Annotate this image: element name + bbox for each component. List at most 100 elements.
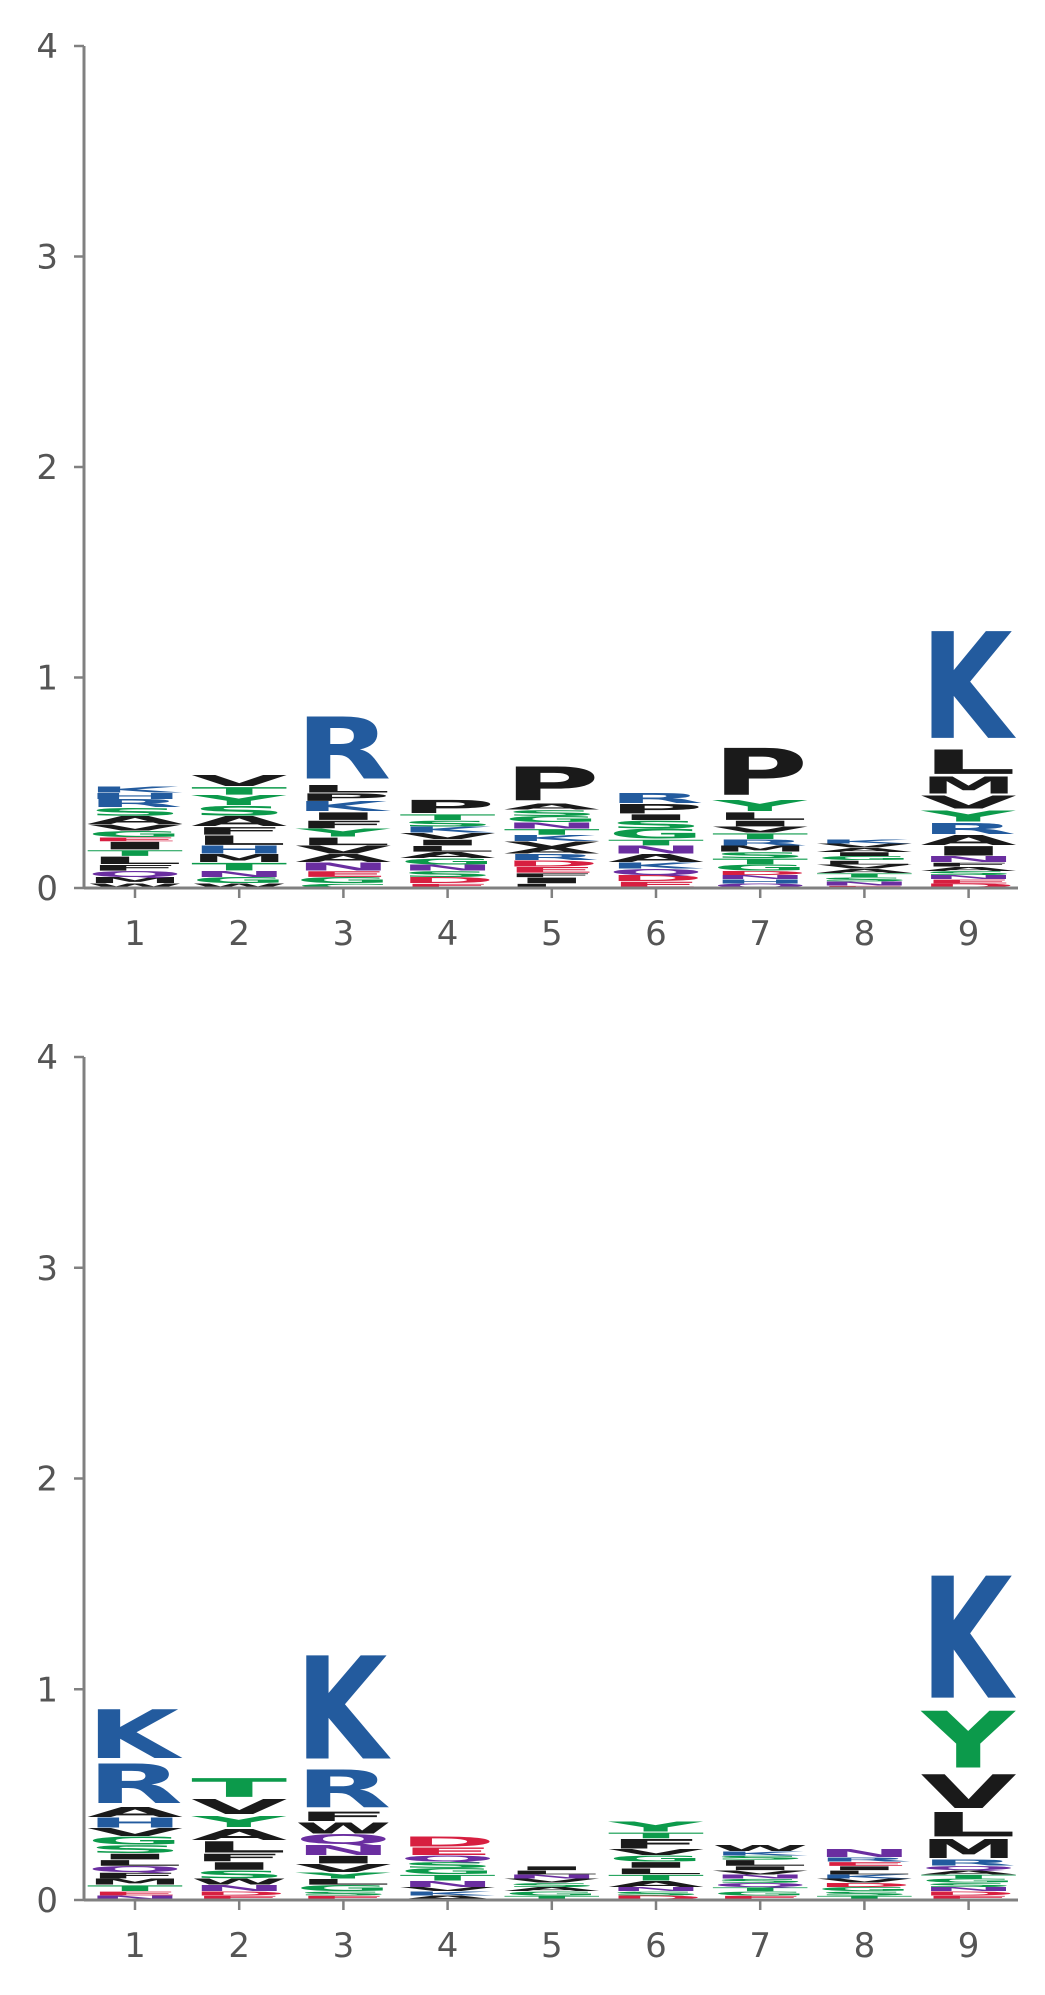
logo-letter-N-pos6-2: N: [608, 1886, 704, 1892]
logo-letter-S-pos7-4: S: [712, 1878, 808, 1884]
logo-letter-V-pos9-11: V: [921, 1765, 1017, 1819]
logo-letter-M-pos2-4: M: [191, 853, 287, 865]
logo-letter-Q-pos1-2: Q: [87, 870, 183, 879]
x-tick-label-4: 4: [437, 914, 459, 954]
logo-letter-E-pos6-0: E: [608, 880, 704, 889]
logo-letter-D-pos8-3: D: [816, 1882, 912, 1888]
logo-letter-R-pos1-12: R: [87, 798, 183, 810]
logo-letter-A-pos9-6: A: [921, 1870, 1017, 1876]
logo-letter-N-pos9-6: N: [921, 855, 1017, 864]
logo-letter-G-pos5-1: G: [504, 1891, 600, 1897]
x-tick-label-5: 5: [541, 1926, 563, 1966]
logo-letter-Q-pos7-0: Q: [712, 883, 808, 889]
logo-letter-E-pos7-0: E: [712, 1895, 808, 1901]
logo-letter-W-pos2-0: W: [191, 883, 287, 889]
logo-letter-V-pos6-8: V: [608, 1848, 704, 1857]
x-tick-label-9: 9: [958, 1926, 980, 1966]
y-tick-label-3: 3: [36, 1249, 58, 1289]
logo-letter-D-pos6-1: D: [608, 874, 704, 883]
logo-letter-L-pos5-0: L: [504, 883, 600, 889]
logo-letter-R-pos9-8: R: [921, 1859, 1017, 1868]
logo-letter-E-pos1-7: E: [87, 837, 183, 843]
logo-letter-P-pos6-10: P: [608, 801, 704, 816]
logo-letter-A-pos5-6: A: [504, 847, 600, 856]
logo-letter-D-pos9-0: D: [921, 883, 1017, 889]
logo-letter-N-pos7-2: N: [712, 875, 808, 881]
logo-letter-Y-pos2-9: Y: [191, 1813, 286, 1831]
logo-letter-G-pos4-4: G: [400, 857, 496, 866]
logo-letter-L-pos1-6: L: [87, 1859, 183, 1868]
logo-letter-A-pos9-8: A: [921, 833, 1017, 848]
logo-letter-T-pos5-9: T: [504, 828, 600, 837]
logo-letter-S-pos2-9: S: [191, 804, 287, 819]
logo-letter-T-pos6-10: T: [608, 1831, 704, 1840]
logo-letter-S-pos9-3: S: [921, 870, 1017, 876]
logo-letter-V-pos3-5: V: [295, 844, 391, 856]
logo-letter-R-pos7-8: R: [712, 838, 808, 847]
logo-letter-Q-pos7-3: Q: [712, 1882, 808, 1888]
logo-letter-Y-pos2-10: Y: [191, 793, 287, 808]
logo-letter-L-pos1-4: L: [87, 855, 183, 867]
logo-letter-S-pos9-3: S: [921, 1882, 1017, 1888]
logo-letter-K-pos5-8: K: [504, 834, 600, 843]
logo-letter-S-pos8-2: S: [816, 877, 912, 883]
logo-letter-S-pos1-8: S: [87, 1843, 183, 1855]
logo-letter-G-pos4-5: G: [400, 1867, 496, 1876]
x-tick-label-4: 4: [437, 1926, 459, 1966]
logo-letter-S-pos6-8: S: [608, 819, 704, 831]
logo-letter-E-pos9-0: E: [921, 1895, 1017, 1901]
logo-letter-N-pos5-5: N: [504, 1874, 600, 1880]
logo-letter-R-pos6-11: R: [608, 791, 704, 806]
logo-letter-T-pos5-0: T: [504, 1895, 600, 1901]
logo-letter-F-pos5-2: F: [504, 872, 600, 878]
logo-letter-T-pos8-0: T: [816, 1895, 912, 1901]
logo-letter-N-pos5-10: N: [504, 821, 600, 830]
logo-letter-W-pos7-11: W: [712, 1844, 808, 1853]
logo-letter-A-pos3-4: A: [295, 852, 391, 864]
logo-letter-T-pos2-11: T: [191, 785, 287, 797]
logo-letter-N-pos1-0: N: [87, 1895, 183, 1901]
logo-letter-F-pos6-9: F: [608, 1836, 704, 1851]
logo-letter-I-pos2-5: I: [191, 1860, 287, 1872]
logo-letter-I-pos4-7: I: [400, 838, 496, 847]
x-tick-label-8: 8: [854, 1926, 876, 1966]
logo-letter-L-pos7-12: L: [712, 810, 808, 822]
logo-letter-N-pos8-1: N: [816, 881, 912, 887]
logo-letter-V-pos9-11: V: [921, 792, 1018, 813]
logo-letter-I-pos6-9: I: [608, 813, 704, 822]
logo-letter-S-pos7-6: S: [712, 851, 808, 860]
logo-letter-N-pos9-2: N: [921, 1886, 1017, 1892]
logo-letter-K-pos1-14: K: [87, 1696, 183, 1774]
logo-letter-L-pos9-13: L: [921, 743, 1017, 782]
logo-letter-Q-pos1-5: Q: [87, 1865, 183, 1874]
logo-letter-K-pos7-10: K: [712, 1851, 808, 1857]
logo-panel-bottom: NETMFQLISGVHARKEDNWSIFLAYVTESGLYVINQWFRK…: [36, 1038, 1018, 1966]
logo-letter-P-pos7-14: P: [712, 736, 808, 811]
logo-letter-R-pos8-9: R: [816, 1857, 912, 1863]
logo-letter-R-pos3-11: R: [295, 1760, 391, 1820]
logo-letter-T-pos7-2: T: [712, 1886, 808, 1892]
logo-letter-L-pos5-6: L: [504, 1870, 600, 1876]
logo-letter-A-pos6-3: A: [608, 1880, 704, 1889]
logo-letter-A-pos9-4: A: [921, 866, 1017, 872]
logo-letter-Y-pos9-12: Y: [919, 1696, 1016, 1786]
logo-letter-V-pos4-2: V: [400, 1886, 496, 1892]
logo-letter-V-pos8-5: V: [816, 864, 912, 870]
logo-letter-V-pos1-10: V: [87, 1826, 183, 1838]
logo-letter-A-pos8-4: A: [816, 868, 912, 874]
x-tick-label-5: 5: [541, 914, 563, 954]
logo-letter-I-pos8-7: I: [816, 1865, 912, 1871]
logo-letter-P-pos4-12: P: [400, 796, 496, 817]
logo-letter-W-pos3-9: W: [295, 1819, 391, 1837]
y-tick-label-2: 2: [36, 448, 58, 488]
logo-letter-V-pos1-9: V: [87, 823, 183, 832]
logo-letter-T-pos9-5: T: [921, 1874, 1017, 1880]
logo-letter-T-pos7-5: T: [712, 857, 808, 866]
logo-letter-N-pos4-3: N: [400, 864, 496, 873]
logo-letter-A-pos4-5: A: [400, 851, 496, 860]
y-tick-label-0: 0: [36, 1881, 58, 1921]
logo-letter-W-pos2-3: W: [191, 1878, 287, 1887]
logo-letter-K-pos4-1: K: [400, 1891, 496, 1897]
logo-letter-P-pos5-14: P: [504, 758, 600, 812]
logo-letter-T-pos7-9: T: [712, 832, 808, 841]
